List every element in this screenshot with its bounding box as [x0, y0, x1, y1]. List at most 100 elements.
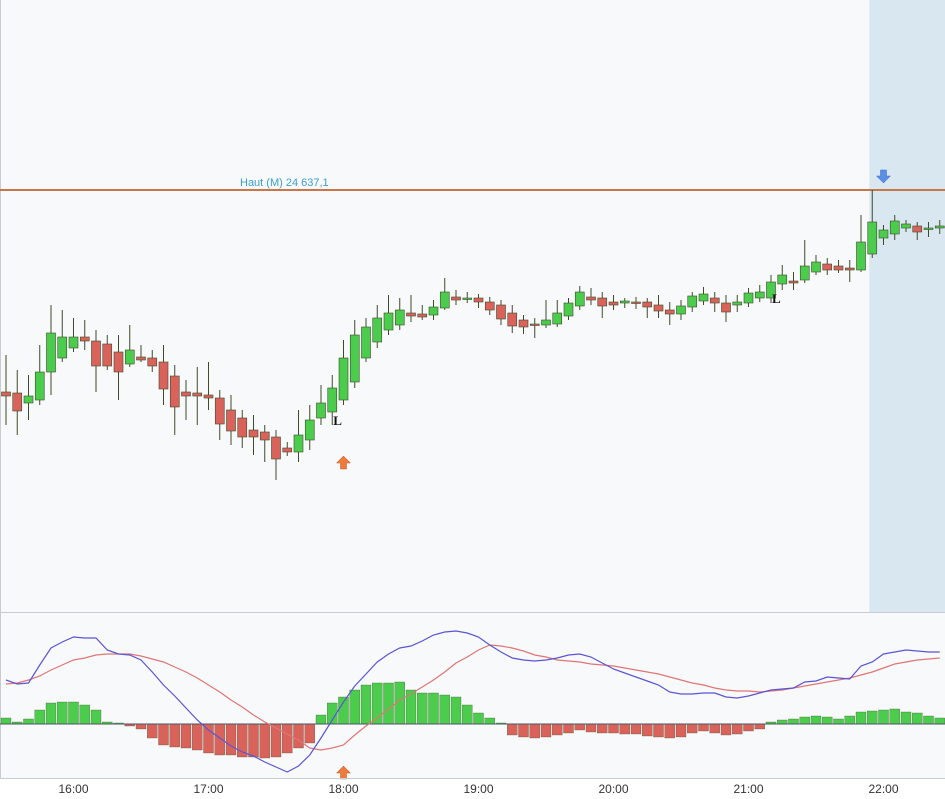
histogram-bar — [597, 723, 608, 734]
histogram-bar — [147, 723, 158, 739]
candle-body — [34, 371, 45, 401]
candle-body — [496, 304, 506, 320]
candle-body — [777, 274, 788, 285]
candle-body — [484, 301, 495, 311]
histogram-bar — [270, 723, 282, 758]
histogram-bar — [777, 719, 788, 725]
histogram-bar — [192, 723, 203, 751]
candle-body — [203, 394, 214, 399]
histogram-bar — [923, 715, 934, 725]
candle-body — [766, 281, 776, 299]
candle-body — [304, 419, 315, 441]
signal-arrow-up — [335, 455, 352, 470]
candle-body — [293, 434, 304, 453]
candle-body — [271, 436, 281, 460]
histogram-bar — [360, 684, 372, 725]
histogram-bar — [507, 723, 518, 736]
histogram-bar — [180, 723, 192, 749]
histogram-bar — [248, 723, 259, 758]
histogram-bar — [732, 723, 743, 735]
macd-line — [5, 630, 940, 773]
histogram-bar — [68, 701, 79, 725]
candle-body — [541, 319, 551, 326]
candle-body — [462, 297, 473, 300]
histogram-bar — [900, 711, 912, 725]
candle-body — [608, 301, 619, 306]
candle-body — [833, 265, 844, 271]
histogram-bar — [0, 717, 12, 725]
candle-body — [642, 301, 653, 308]
candle-body — [574, 291, 585, 307]
histogram-bar — [912, 712, 923, 725]
histogram-bar — [349, 689, 360, 725]
histogram-bar — [788, 718, 799, 725]
histogram-bar — [383, 682, 394, 725]
candle-body — [439, 291, 450, 309]
candle-body — [698, 293, 709, 302]
histogram-bar — [855, 711, 867, 725]
candle-body — [676, 305, 686, 315]
candle-body — [338, 357, 349, 401]
histogram-bar — [405, 689, 417, 725]
histogram-bar — [282, 723, 293, 754]
histogram-bar — [473, 712, 484, 725]
x-tick-label: 19:00 — [463, 782, 493, 796]
histogram-bar — [743, 723, 754, 732]
histogram-bar — [799, 716, 810, 725]
signal-arrow-down — [875, 169, 892, 184]
candle-body — [226, 409, 236, 432]
histogram-bar — [45, 702, 57, 725]
candle-body — [361, 326, 371, 359]
histogram-bar — [552, 723, 563, 736]
x-tick-label: 16:00 — [58, 782, 88, 796]
candle-body — [889, 220, 900, 235]
histogram-bar — [79, 704, 90, 725]
histogram-bar — [630, 723, 642, 735]
candle-body — [102, 343, 113, 367]
candle-body — [822, 263, 833, 271]
histogram-bar — [518, 723, 529, 738]
candle-body — [631, 301, 641, 304]
histogram-bar — [889, 708, 900, 725]
histogram-bar — [484, 717, 495, 725]
histogram-bar — [529, 723, 540, 739]
candle-body — [788, 280, 799, 284]
x-tick-label: 17:00 — [193, 782, 223, 796]
candle-body — [23, 395, 34, 404]
candle-body — [282, 447, 293, 453]
candle-body — [181, 391, 191, 397]
histogram-bar — [135, 723, 147, 730]
histogram-bar — [57, 701, 68, 725]
histogram-bar — [439, 694, 450, 725]
candle-body — [136, 356, 146, 361]
candle-body — [1, 391, 11, 397]
candle-body — [934, 225, 945, 229]
candle-body — [428, 306, 439, 316]
candle-body — [732, 301, 743, 306]
candle-body — [811, 261, 821, 273]
candle-body — [417, 313, 428, 318]
histogram-bar — [203, 723, 214, 754]
histogram-bar — [293, 723, 304, 749]
histogram-bar — [867, 710, 878, 725]
pattern-marker: L — [772, 291, 781, 306]
histogram-bar — [619, 723, 630, 735]
histogram-bar — [540, 723, 552, 738]
histogram-bar — [90, 709, 102, 725]
histogram-bar — [574, 723, 585, 731]
candle-body — [901, 223, 911, 229]
histogram-bar — [214, 723, 225, 756]
x-tick-label: 21:00 — [733, 782, 763, 796]
candle-body — [664, 309, 675, 315]
x-tick-label: 18:00 — [328, 782, 358, 796]
candle-body — [529, 323, 540, 326]
histogram-bar — [675, 723, 687, 738]
histogram-bar — [698, 723, 709, 732]
histogram-bar — [878, 709, 889, 725]
histogram-bar — [810, 715, 822, 725]
histogram-bar — [709, 723, 720, 734]
candle-body — [923, 227, 934, 230]
highlight-region — [869, 0, 945, 612]
candle-body — [248, 429, 259, 438]
candle-body — [451, 296, 461, 301]
